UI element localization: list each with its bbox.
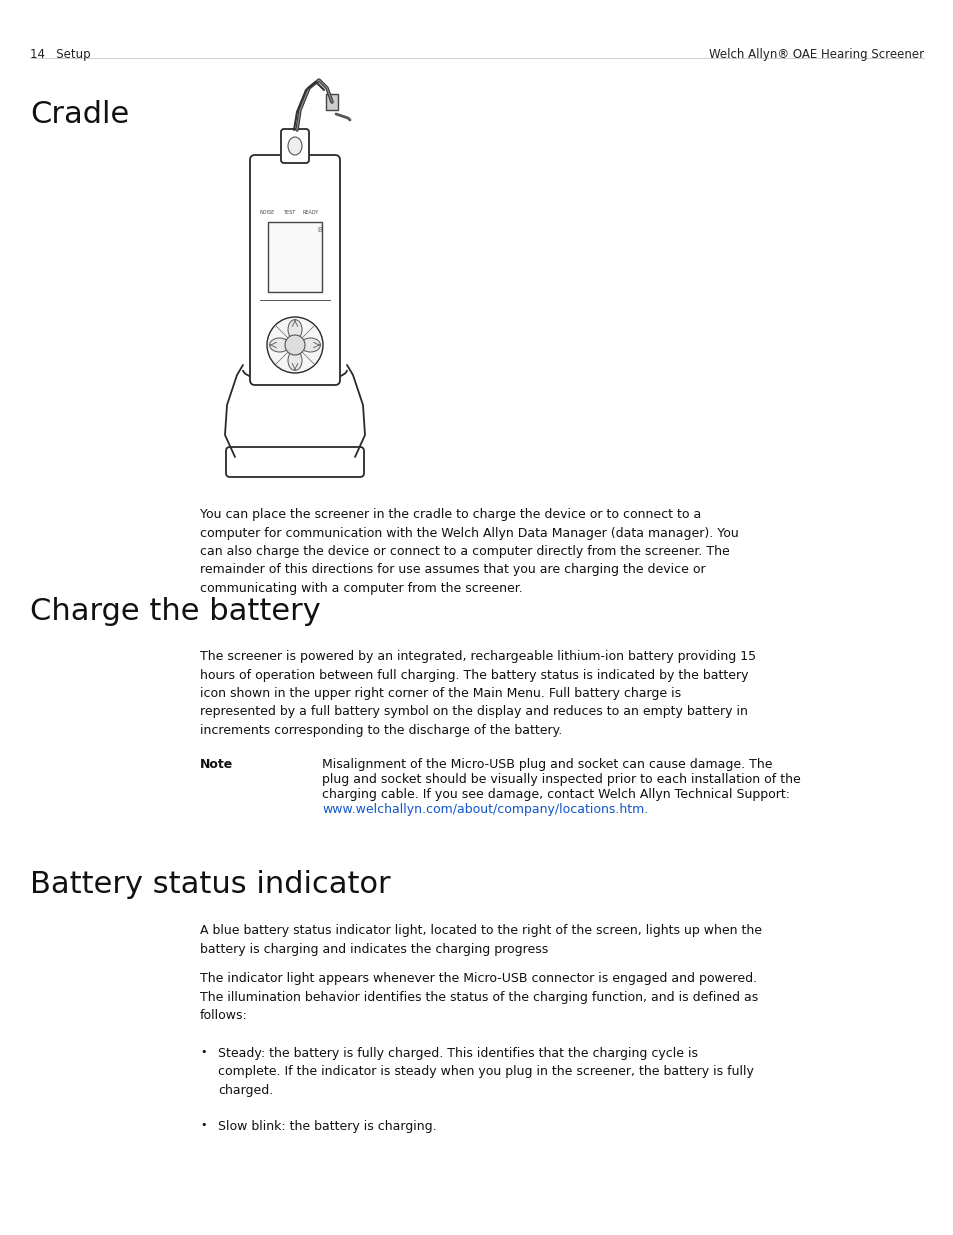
Text: A blue battery status indicator light, located to the right of the screen, light: A blue battery status indicator light, l… [200,924,761,956]
Text: Charge the battery: Charge the battery [30,597,320,626]
Text: Battery status indicator: Battery status indicator [30,869,390,899]
Text: Welch Allyn® OAE Hearing Screener: Welch Allyn® OAE Hearing Screener [708,48,923,61]
Text: You can place the screener in the cradle to charge the device or to connect to a: You can place the screener in the cradle… [200,508,738,595]
Text: Cradle: Cradle [30,100,129,128]
Bar [268,222,322,291]
Circle shape [267,317,323,373]
Text: •: • [200,1120,206,1130]
Text: The screener is powered by an integrated, rechargeable lithium-ion battery provi: The screener is powered by an integrated… [200,650,756,737]
Text: NOISE: NOISE [259,210,274,215]
Text: The indicator light appears whenever the Micro-USB connector is engaged and powe: The indicator light appears whenever the… [200,972,758,1023]
Text: 14   Setup: 14 Setup [30,48,91,61]
Ellipse shape [288,351,302,370]
Ellipse shape [270,338,290,352]
Text: plug and socket should be visually inspected prior to each installation of the: plug and socket should be visually inspe… [322,773,800,785]
Text: •: • [200,1047,206,1057]
Ellipse shape [288,320,302,340]
Text: Note: Note [200,758,233,771]
Bar [326,94,337,110]
Ellipse shape [300,338,320,352]
Circle shape [285,335,305,354]
Text: Slow blink: the battery is charging.: Slow blink: the battery is charging. [218,1120,436,1132]
Text: B: B [317,227,322,233]
Ellipse shape [288,137,302,156]
FancyBboxPatch shape [226,447,364,477]
Text: Steady: the battery is fully charged. This identifies that the charging cycle is: Steady: the battery is fully charged. Th… [218,1047,753,1097]
FancyBboxPatch shape [250,156,339,385]
Text: www.welchallyn.com/about/company/locations.htm.: www.welchallyn.com/about/company/locatio… [322,803,648,816]
Text: TEST: TEST [283,210,294,215]
Text: Misalignment of the Micro-USB plug and socket can cause damage. The: Misalignment of the Micro-USB plug and s… [322,758,772,771]
Text: READY: READY [302,210,319,215]
FancyBboxPatch shape [281,128,309,163]
Text: charging cable. If you see damage, contact Welch Allyn Technical Support:: charging cable. If you see damage, conta… [322,788,789,802]
